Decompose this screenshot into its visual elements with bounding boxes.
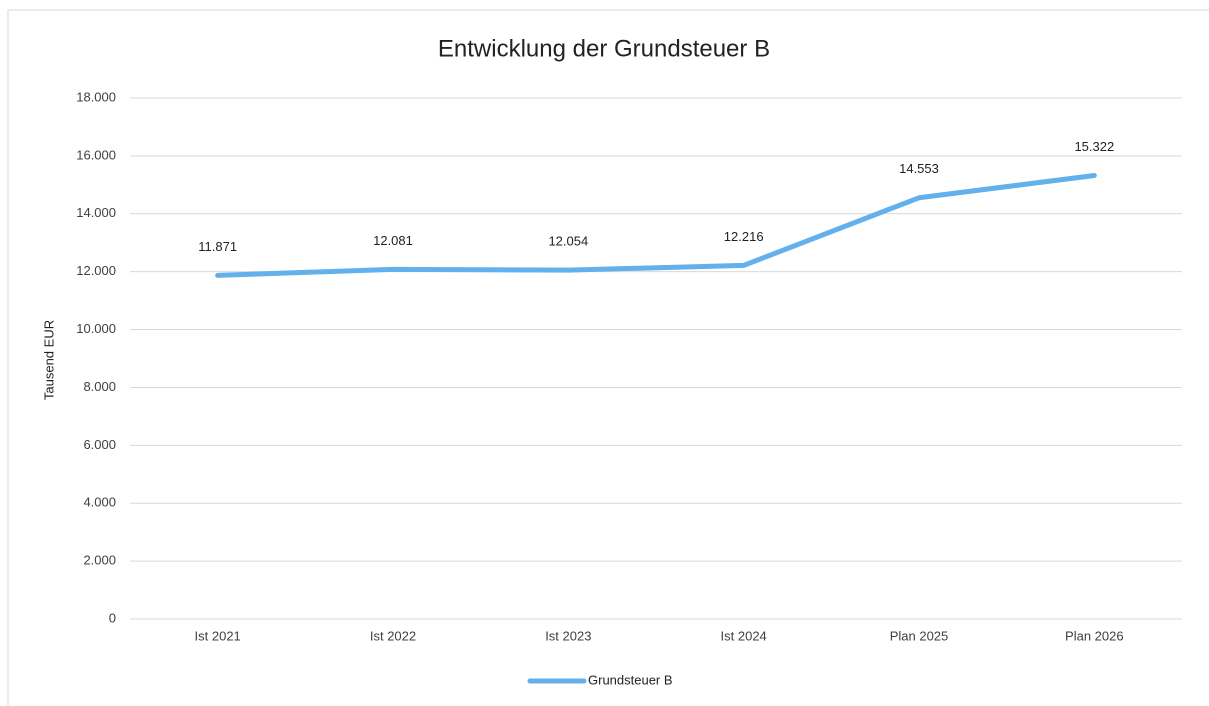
chart-title: Entwicklung der Grundsteuer B	[438, 35, 770, 62]
legend-label: Grundsteuer B	[588, 672, 673, 687]
data-label: 12.216	[724, 229, 764, 244]
y-tick-label: 16.000	[76, 147, 116, 162]
y-tick-label: 4.000	[83, 495, 116, 510]
data-label: 14.553	[899, 161, 939, 176]
data-label: 12.054	[548, 234, 588, 249]
y-tick-label: 18.000	[76, 89, 116, 104]
x-tick-label: Ist 2024	[721, 628, 767, 643]
x-tick-label: Ist 2021	[195, 628, 241, 643]
x-tick-label: Plan 2026	[1065, 628, 1124, 643]
y-tick-label: 0	[109, 610, 116, 625]
y-tick-label: 12.000	[76, 263, 116, 278]
y-tick-label: 14.000	[76, 205, 116, 220]
data-label: 15.322	[1074, 139, 1114, 154]
y-tick-label: 6.000	[83, 437, 116, 452]
x-tick-label: Plan 2025	[890, 628, 949, 643]
y-tick-label: 10.000	[76, 321, 116, 336]
data-label: 12.081	[373, 233, 413, 248]
data-label: 11.871	[198, 239, 237, 254]
chart-border	[7, 9, 1209, 706]
y-axis-label: Tausend EUR	[41, 320, 56, 400]
y-tick-label: 8.000	[83, 379, 116, 394]
data-line	[215, 173, 1097, 278]
x-tick-label: Ist 2022	[370, 628, 416, 643]
x-tick-label: Ist 2023	[545, 628, 591, 643]
y-tick-label: 2.000	[83, 553, 116, 568]
